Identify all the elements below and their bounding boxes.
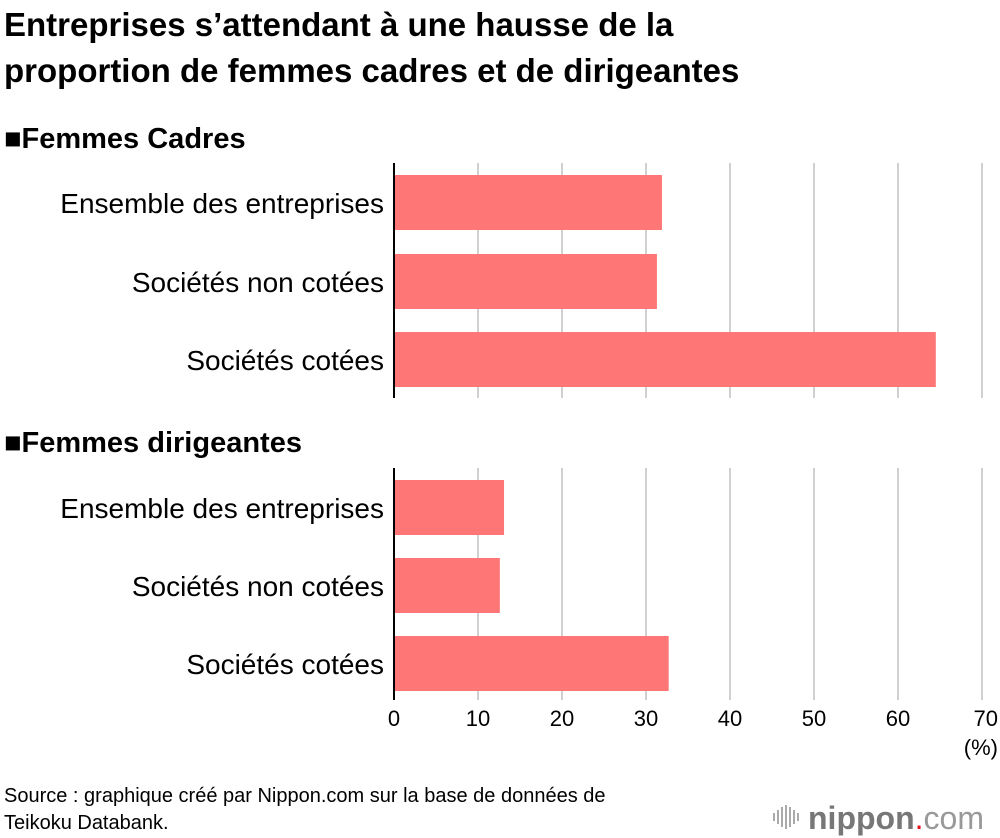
logo-wave-bar [789, 807, 791, 827]
x-tick-label: 60 [886, 706, 910, 731]
logo-wave-bar [777, 810, 779, 824]
logo-wordmark: nippon.com [808, 800, 984, 836]
bar [394, 558, 500, 613]
logo-wave-bar [785, 805, 787, 829]
bar [394, 254, 657, 309]
category-label: Ensemble des entreprises [60, 188, 384, 219]
logo-wave-bar [793, 810, 795, 824]
x-tick-label: 20 [550, 706, 574, 731]
logo-waves-icon [773, 805, 799, 829]
category-label: Sociétés cotées [186, 345, 384, 376]
x-tick-label: 0 [388, 706, 400, 731]
logo-suffix: com [924, 800, 984, 836]
logo-text: nippon [808, 800, 915, 836]
x-tick-label: 10 [466, 706, 490, 731]
x-tick-label: 30 [634, 706, 658, 731]
logo-wave-bar [797, 813, 799, 821]
category-label: Ensemble des entreprises [60, 493, 384, 524]
panel-title: ■Femmes Cadres [4, 123, 246, 155]
source-line-2: Teikoku Databank. [4, 812, 169, 834]
chart-title-line-2: proportion de femmes cadres et de dirige… [4, 52, 739, 89]
logo-dot: . [915, 800, 924, 836]
x-unit-label: (%) [964, 735, 998, 760]
source-line-1: Source : graphique créé par Nippon.com s… [4, 785, 606, 807]
logo-wave-bar [781, 807, 783, 827]
bar [394, 175, 662, 230]
panel-title: ■Femmes dirigeantes [4, 427, 302, 459]
chart-title-line-1: Entreprises s’attendant à une hausse de … [4, 6, 674, 43]
bar [394, 636, 669, 691]
x-tick-label: 40 [718, 706, 742, 731]
category-label: Sociétés cotées [186, 649, 384, 680]
bar [394, 480, 505, 535]
x-tick-label: 70 [974, 706, 998, 731]
category-label: Sociétés non cotées [132, 571, 384, 602]
category-label: Sociétés non cotées [132, 267, 384, 298]
bar [394, 332, 936, 387]
logo-wave-bar [773, 813, 775, 821]
x-tick-label: 50 [802, 706, 826, 731]
nippon-logo: nippon.com [773, 800, 984, 836]
